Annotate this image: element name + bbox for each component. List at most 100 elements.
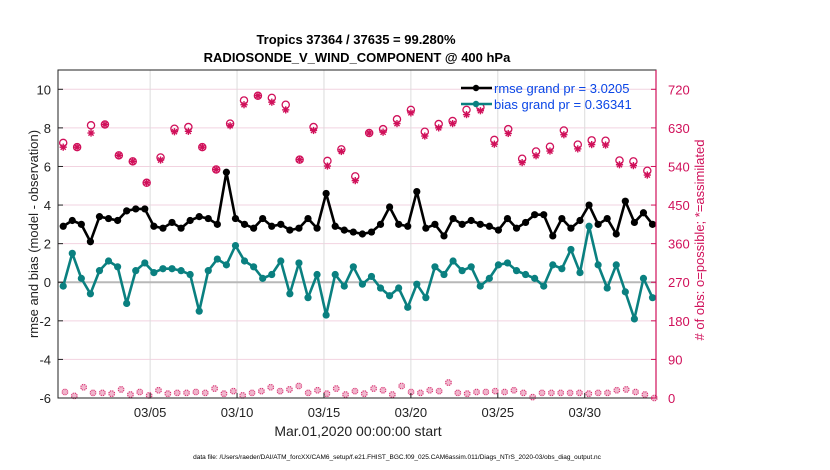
series-point (268, 222, 276, 230)
y-tick-label: 2 (44, 237, 51, 252)
obs-low-assimilated-marker (594, 389, 602, 397)
series-point (630, 218, 638, 227)
series-point (485, 222, 493, 230)
asterisk-stroke (108, 390, 115, 397)
series-point (603, 284, 611, 292)
series-point (168, 265, 176, 273)
series-point (639, 209, 648, 217)
obs-assimilated-marker (588, 141, 596, 149)
obs-assimilated-marker (546, 147, 554, 155)
obs-low-assimilated-marker (370, 384, 378, 393)
obs-low-assimilated-marker (267, 383, 275, 391)
asterisk-stroke (213, 166, 220, 173)
obs-low-assimilated-marker (126, 390, 135, 399)
y2-tick-label: 90 (668, 352, 682, 367)
obs-low-assimilated-marker (136, 388, 144, 396)
series-point (395, 284, 403, 292)
obs-low-assimilated-marker (304, 389, 312, 397)
obs-assimilated-marker (282, 106, 290, 114)
series-point (313, 270, 321, 279)
asterisk-stroke (630, 162, 637, 169)
obs-low-assimilated-marker (575, 389, 584, 397)
y2-tick-label: 180 (668, 314, 690, 329)
obs-low-assimilated-marker (285, 385, 294, 394)
series-point (277, 257, 285, 265)
obs-low-assimilated-marker (192, 388, 200, 396)
series-point (431, 220, 439, 228)
asterisk-stroke (464, 390, 471, 397)
obs-low-assimilated-marker (388, 390, 396, 399)
asterisk-stroke (445, 379, 452, 386)
obs-low-assimilated-marker (613, 386, 621, 394)
series-point (404, 303, 412, 311)
asterisk-stroke (351, 388, 358, 395)
series-point (59, 222, 67, 230)
asterisk-stroke (557, 389, 564, 396)
asterisk-stroke (421, 132, 428, 140)
obs-assimilated-marker (115, 151, 123, 159)
asterisk-stroke (519, 159, 526, 166)
obs-assimilated-marker (226, 122, 234, 130)
obs-assimilated-marker (254, 92, 262, 100)
asterisk-stroke (267, 384, 274, 391)
asterisk-stroke (333, 385, 340, 392)
obs-assimilated-marker (435, 124, 443, 132)
obs-assimilated-marker (101, 120, 109, 129)
obs-low-assimilated-marker (472, 388, 481, 396)
obs-assimilated-marker (518, 159, 526, 167)
obs-low-assimilated-marker (229, 387, 237, 395)
series-point (150, 222, 158, 230)
series-point (603, 214, 611, 223)
obs-assimilated-marker (170, 128, 179, 136)
obs-low-assimilated-marker (500, 388, 509, 396)
asterisk-stroke (118, 386, 125, 393)
asterisk-stroke (314, 387, 321, 394)
asterisk-stroke (533, 152, 540, 159)
obs-low-assimilated-marker (454, 389, 462, 397)
obs-assimilated-marker (198, 143, 206, 151)
series-point (331, 270, 339, 279)
asterisk-stroke (240, 101, 248, 108)
obs-assimilated-marker (532, 152, 540, 160)
asterisk-stroke (482, 388, 489, 396)
y-axis-label: rmse and bias (model - observation) (26, 130, 41, 338)
series-point (86, 238, 95, 246)
asterisk-stroke (538, 389, 546, 396)
series-point (621, 197, 629, 205)
asterisk-stroke (174, 389, 181, 396)
asterisk-stroke (567, 389, 574, 396)
series-point (268, 270, 276, 279)
bias-series (59, 222, 657, 323)
obs-assimilated-marker (212, 165, 220, 174)
asterisk-stroke (155, 387, 162, 394)
legend-bias-label: bias grand pr = 0.36341 (494, 97, 632, 112)
series-point (503, 259, 512, 267)
obs-low-assimilated-marker (173, 389, 181, 397)
asterisk-stroke (61, 388, 68, 396)
obs-low-assimilated-marker (89, 389, 97, 397)
series-point (358, 230, 367, 238)
obs-assimilated-marker (449, 119, 457, 128)
asterisk-stroke (296, 156, 303, 163)
asterisk-stroke (585, 390, 592, 397)
series-point (313, 224, 321, 232)
asterisk-stroke (220, 390, 228, 397)
obs-low-assimilated-marker (164, 390, 172, 398)
asterisk-stroke (248, 389, 256, 396)
series-point (222, 261, 231, 269)
obs-count-low-markers (61, 378, 658, 402)
series-point (114, 216, 122, 225)
obs-assimilated-marker (240, 101, 248, 109)
asterisk-stroke (604, 389, 611, 396)
asterisk-stroke (258, 388, 265, 395)
asterisk-stroke (99, 389, 106, 396)
series-point (349, 228, 357, 236)
asterisk-stroke (87, 129, 95, 137)
series-point (68, 249, 76, 257)
asterisk-stroke (454, 389, 461, 396)
series-point (612, 261, 620, 269)
series-point (576, 216, 584, 225)
y-tick-label: -2 (39, 314, 51, 329)
asterisk-stroke (473, 388, 480, 396)
